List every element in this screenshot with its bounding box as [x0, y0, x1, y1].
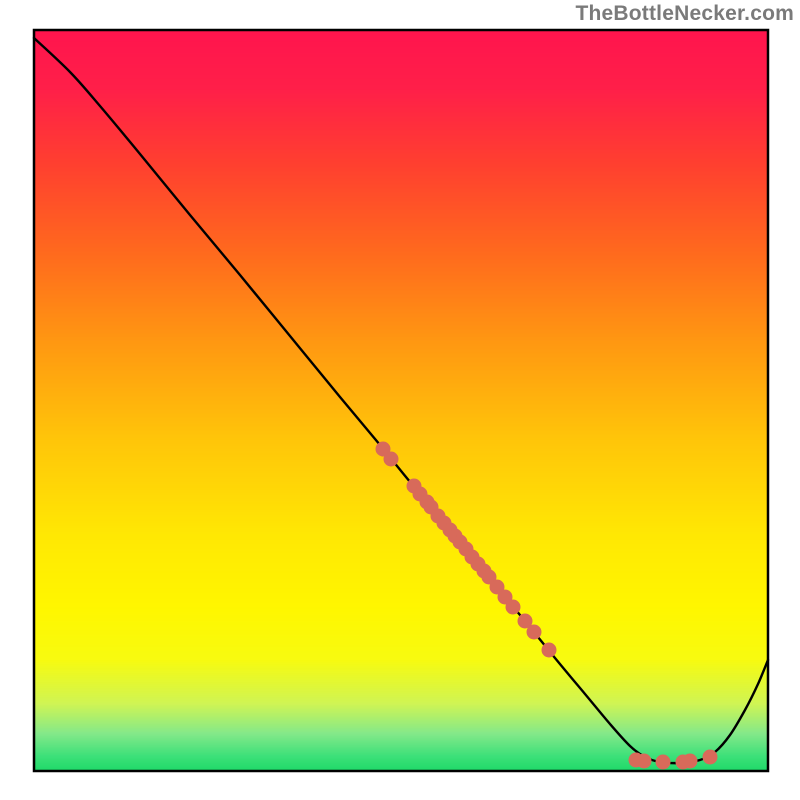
data-marker	[683, 754, 697, 768]
data-marker	[637, 754, 651, 768]
data-marker	[506, 600, 520, 614]
chart-container: TheBottleNecker.com	[0, 0, 800, 800]
data-marker	[703, 750, 717, 764]
data-marker	[656, 755, 670, 769]
chart-overlay	[0, 0, 800, 800]
data-markers	[376, 442, 717, 769]
plot-border	[34, 30, 768, 771]
data-marker	[384, 452, 398, 466]
data-marker	[527, 625, 541, 639]
data-marker	[542, 643, 556, 657]
performance-curve	[34, 38, 768, 763]
attribution-label: TheBottleNecker.com	[575, 2, 794, 26]
